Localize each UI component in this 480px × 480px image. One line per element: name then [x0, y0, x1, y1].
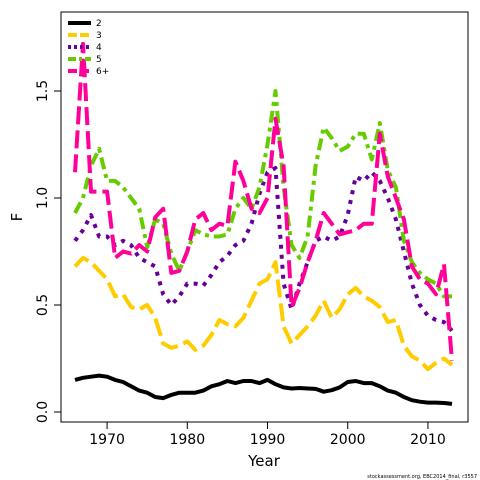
- y-tick-label: 0.5: [35, 294, 51, 316]
- legend-label: 4: [96, 43, 102, 53]
- x-tick-label: 2010: [410, 432, 446, 448]
- series-layer: [73, 41, 454, 406]
- x-axis-title: Year: [247, 452, 281, 470]
- legend: 2 3 4 5 6+: [68, 19, 109, 77]
- y-tick-label: 1.0: [35, 187, 51, 209]
- x-axis: 1970 1980 1990 2000 2010: [89, 422, 446, 448]
- legend-label: 5: [96, 55, 102, 65]
- legend-label: 6+: [96, 67, 109, 77]
- legend-label: 2: [96, 19, 102, 29]
- series-line-4: [73, 166, 454, 333]
- y-tick-label: 1.5: [35, 80, 51, 102]
- x-tick-label: 1990: [250, 432, 286, 448]
- series-line-3: [73, 255, 454, 372]
- plot-frame: [60, 11, 469, 423]
- series-line-6plus: [73, 41, 454, 361]
- legend-label: 3: [96, 31, 102, 41]
- footnote: stockassessment.org, EBC2014_final, r355…: [367, 474, 477, 480]
- series-line-2: [74, 373, 453, 406]
- y-tick-label: 0.0: [35, 401, 51, 423]
- x-tick-label: 1970: [89, 432, 125, 448]
- x-tick-label: 1980: [169, 432, 205, 448]
- y-axis-title: F: [8, 213, 26, 222]
- y-axis: 0.0 0.5 1.0 1.5: [35, 80, 61, 423]
- x-tick-label: 2000: [330, 432, 366, 448]
